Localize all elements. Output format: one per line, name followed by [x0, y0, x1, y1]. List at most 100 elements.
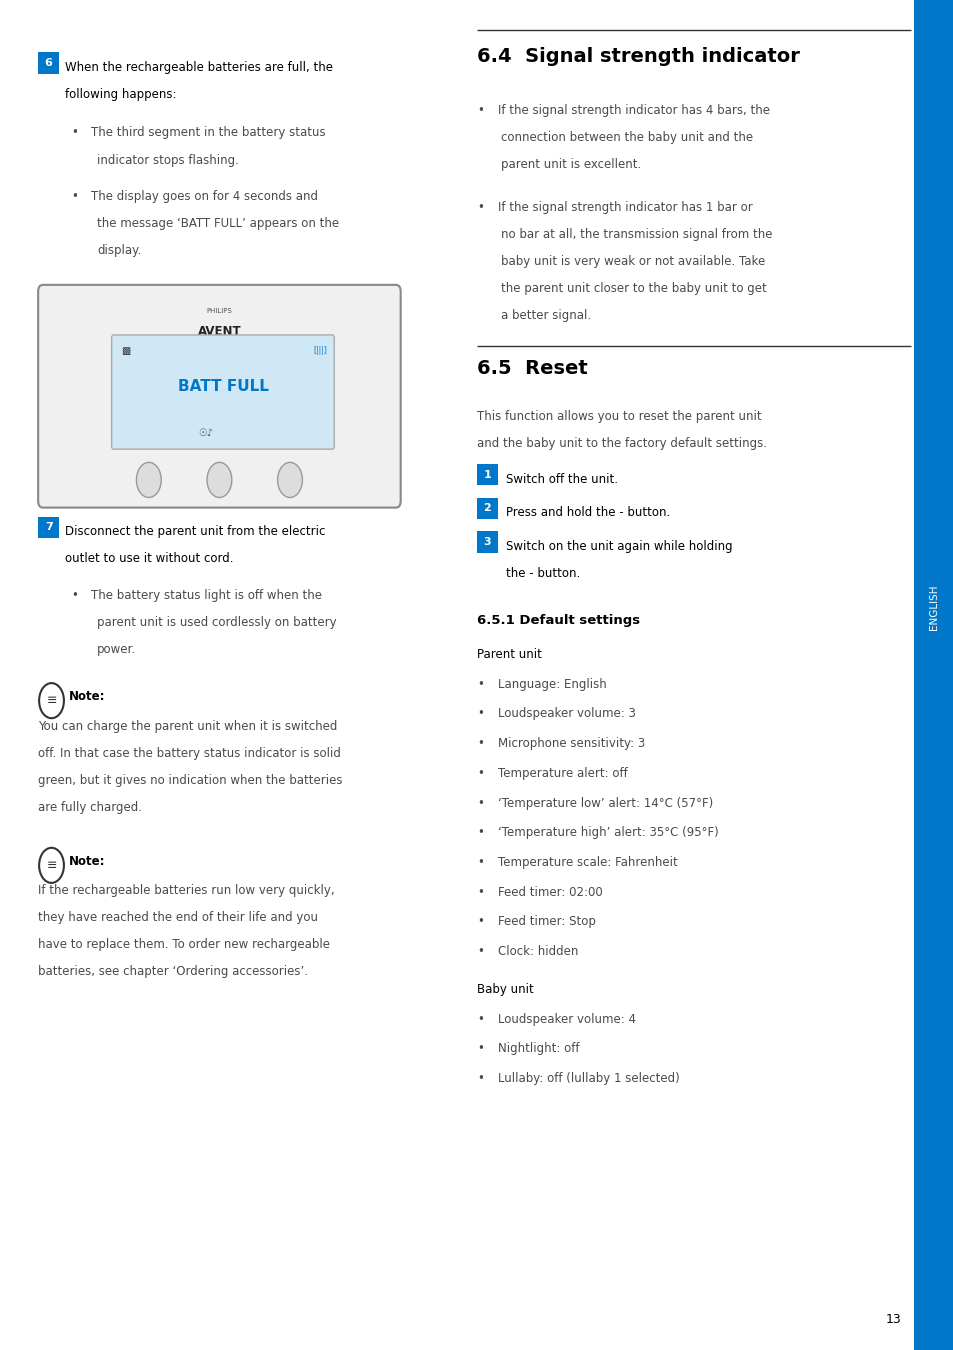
Text: a better signal.: a better signal. — [500, 309, 590, 323]
Text: Baby unit: Baby unit — [476, 983, 533, 996]
Text: display.: display. — [97, 244, 141, 258]
Text: they have reached the end of their life and you: they have reached the end of their life … — [38, 911, 318, 925]
Text: outlet to use it without cord.: outlet to use it without cord. — [65, 552, 233, 566]
Circle shape — [39, 848, 64, 883]
Text: •: • — [476, 796, 483, 810]
Text: ENGLISH: ENGLISH — [928, 585, 938, 630]
Text: batteries, see chapter ‘Ordering accessories’.: batteries, see chapter ‘Ordering accesso… — [38, 965, 308, 979]
Text: •: • — [476, 737, 483, 751]
Text: parent unit is used cordlessly on battery: parent unit is used cordlessly on batter… — [97, 616, 336, 629]
Text: Loudspeaker volume: 3: Loudspeaker volume: 3 — [497, 707, 636, 721]
Text: Language: English: Language: English — [497, 678, 606, 691]
Circle shape — [136, 463, 161, 498]
FancyBboxPatch shape — [38, 285, 400, 508]
Text: 13: 13 — [884, 1312, 901, 1326]
Text: •: • — [476, 767, 483, 780]
Text: following happens:: following happens: — [65, 88, 176, 101]
Text: 6.4  Signal strength indicator: 6.4 Signal strength indicator — [476, 47, 799, 66]
Text: baby unit is very weak or not available. Take: baby unit is very weak or not available.… — [500, 255, 764, 269]
Text: Clock: hidden: Clock: hidden — [497, 945, 578, 958]
Text: the message ‘BATT FULL’ appears on the: the message ‘BATT FULL’ appears on the — [97, 217, 339, 231]
Text: no bar at all, the transmission signal from the: no bar at all, the transmission signal f… — [500, 228, 772, 242]
Circle shape — [277, 463, 302, 498]
Text: green, but it gives no indication when the batteries: green, but it gives no indication when t… — [38, 774, 342, 787]
Text: the - button.: the - button. — [505, 567, 579, 580]
Text: •: • — [476, 1042, 483, 1056]
Text: If the signal strength indicator has 4 bars, the: If the signal strength indicator has 4 b… — [497, 104, 769, 117]
Text: 6.5  Reset: 6.5 Reset — [476, 359, 587, 378]
Text: ▩: ▩ — [121, 346, 131, 356]
Text: Lullaby: off (lullaby 1 selected): Lullaby: off (lullaby 1 selected) — [497, 1072, 679, 1085]
Text: If the rechargeable batteries run low very quickly,: If the rechargeable batteries run low ve… — [38, 884, 335, 898]
Text: Feed timer: 02:00: Feed timer: 02:00 — [497, 886, 602, 899]
Text: have to replace them. To order new rechargeable: have to replace them. To order new recha… — [38, 938, 330, 952]
Text: parent unit is excellent.: parent unit is excellent. — [500, 158, 640, 171]
Text: AVENT: AVENT — [197, 325, 241, 339]
Text: Feed timer: Stop: Feed timer: Stop — [497, 915, 596, 929]
Text: 2: 2 — [483, 504, 491, 513]
Text: Press and hold the - button.: Press and hold the - button. — [505, 506, 669, 520]
Text: and the baby unit to the factory default settings.: and the baby unit to the factory default… — [476, 437, 766, 451]
Text: Loudspeaker volume: 4: Loudspeaker volume: 4 — [497, 1012, 636, 1026]
Text: You can charge the parent unit when it is switched: You can charge the parent unit when it i… — [38, 720, 337, 733]
FancyBboxPatch shape — [476, 464, 497, 486]
Circle shape — [39, 683, 64, 718]
Text: connection between the baby unit and the: connection between the baby unit and the — [500, 131, 752, 144]
Text: 3: 3 — [483, 537, 491, 547]
Text: 7: 7 — [45, 522, 52, 532]
Text: Disconnect the parent unit from the electric: Disconnect the parent unit from the elec… — [65, 525, 325, 539]
Text: •: • — [476, 201, 483, 215]
Text: 6.5.1 Default settings: 6.5.1 Default settings — [476, 614, 639, 628]
Text: Switch on the unit again while holding: Switch on the unit again while holding — [505, 540, 732, 553]
Text: Parent unit: Parent unit — [476, 648, 541, 662]
Text: Switch off the unit.: Switch off the unit. — [505, 472, 617, 486]
Text: [|||]: [|||] — [314, 346, 327, 355]
Text: Temperature alert: off: Temperature alert: off — [497, 767, 627, 780]
Text: are fully charged.: are fully charged. — [38, 801, 142, 814]
Text: ≡: ≡ — [46, 694, 57, 707]
Text: •: • — [476, 945, 483, 958]
Text: ‘Temperature high’ alert: 35°C (95°F): ‘Temperature high’ alert: 35°C (95°F) — [497, 826, 718, 840]
Text: The third segment in the battery status: The third segment in the battery status — [91, 126, 325, 139]
Text: Nightlight: off: Nightlight: off — [497, 1042, 578, 1056]
Text: •: • — [71, 126, 78, 139]
Text: •: • — [476, 104, 483, 117]
Text: If the signal strength indicator has 1 bar or: If the signal strength indicator has 1 b… — [497, 201, 752, 215]
Text: The battery status light is off when the: The battery status light is off when the — [91, 589, 321, 602]
Text: ≡: ≡ — [46, 859, 57, 872]
Text: Microphone sensitivity: 3: Microphone sensitivity: 3 — [497, 737, 644, 751]
Text: •: • — [476, 915, 483, 929]
Text: •: • — [476, 707, 483, 721]
Text: •: • — [476, 1072, 483, 1085]
FancyBboxPatch shape — [38, 53, 59, 74]
Text: Temperature scale: Fahrenheit: Temperature scale: Fahrenheit — [497, 856, 677, 869]
Text: indicator stops flashing.: indicator stops flashing. — [97, 154, 239, 167]
Text: 1: 1 — [483, 470, 491, 479]
Text: the parent unit closer to the baby unit to get: the parent unit closer to the baby unit … — [500, 282, 766, 296]
FancyBboxPatch shape — [476, 532, 497, 553]
Text: When the rechargeable batteries are full, the: When the rechargeable batteries are full… — [65, 61, 333, 74]
Text: •: • — [476, 678, 483, 691]
Text: This function allows you to reset the parent unit: This function allows you to reset the pa… — [476, 410, 760, 424]
Text: ‘Temperature low’ alert: 14°C (57°F): ‘Temperature low’ alert: 14°C (57°F) — [497, 796, 713, 810]
Text: off. In that case the battery status indicator is solid: off. In that case the battery status ind… — [38, 747, 340, 760]
FancyBboxPatch shape — [476, 498, 497, 520]
Text: The display goes on for 4 seconds and: The display goes on for 4 seconds and — [91, 190, 317, 204]
FancyBboxPatch shape — [913, 0, 953, 1350]
Text: •: • — [476, 1012, 483, 1026]
Circle shape — [207, 463, 232, 498]
Text: Note:: Note: — [69, 690, 105, 703]
Text: BATT FULL: BATT FULL — [177, 379, 268, 394]
Text: PHILIPS: PHILIPS — [207, 308, 232, 313]
Text: •: • — [476, 826, 483, 840]
Text: 6: 6 — [45, 58, 52, 68]
Text: •: • — [476, 886, 483, 899]
Text: ☉♪: ☉♪ — [197, 428, 213, 439]
FancyBboxPatch shape — [112, 335, 334, 450]
Text: •: • — [71, 589, 78, 602]
Text: Note:: Note: — [69, 855, 105, 868]
Text: •: • — [71, 190, 78, 204]
Text: power.: power. — [97, 643, 136, 656]
Text: •: • — [476, 856, 483, 869]
FancyBboxPatch shape — [38, 517, 59, 539]
